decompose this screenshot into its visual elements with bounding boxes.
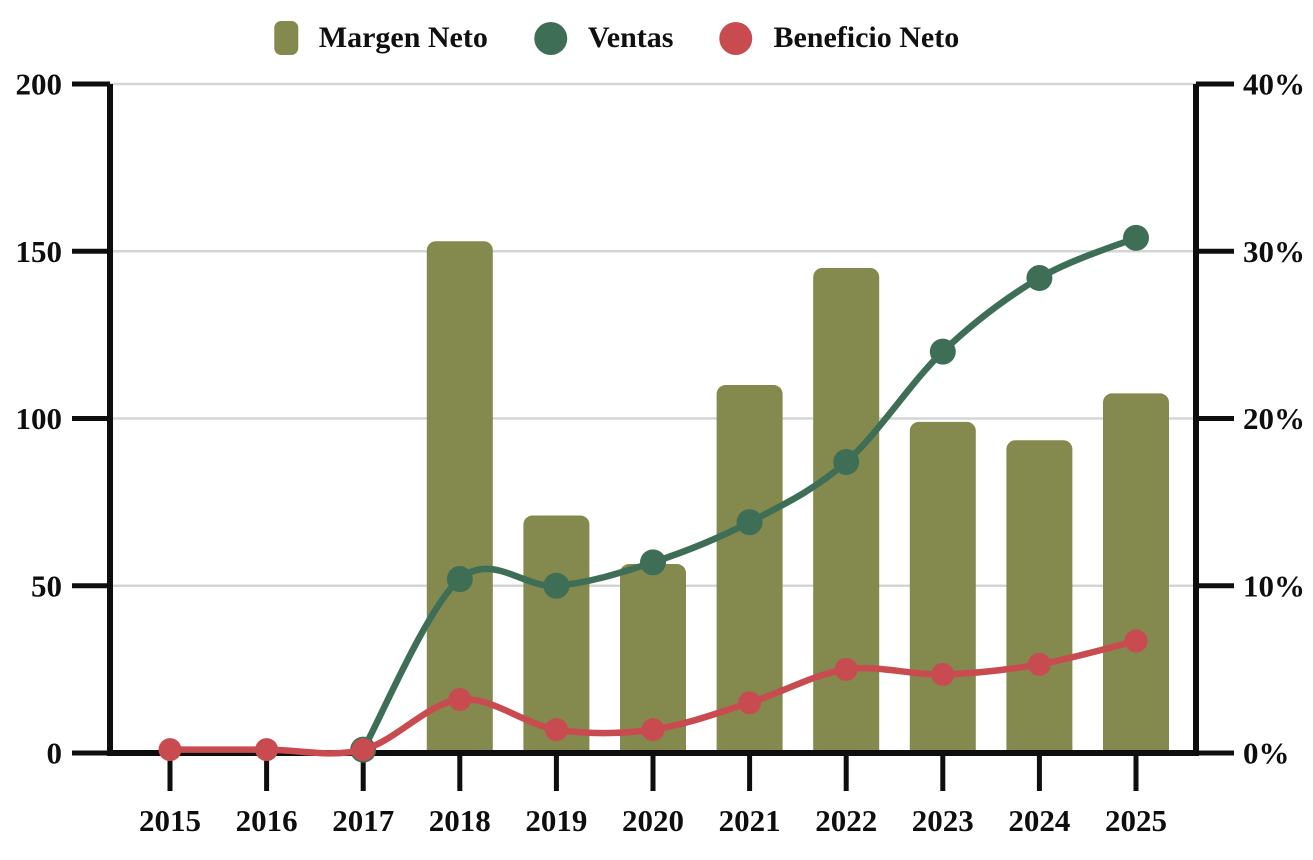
left-axis-label-150: 150 bbox=[16, 234, 63, 269]
bar-margen-neto-2025 bbox=[1103, 393, 1169, 753]
chart-legend: Margen Neto Ventas Beneficio Neto bbox=[273, 21, 959, 55]
x-axis-label-2024: 2024 bbox=[1008, 803, 1070, 838]
beneficio-neto-marker-2017 bbox=[351, 738, 375, 762]
x-axis-label-2016: 2016 bbox=[236, 803, 298, 838]
x-axis-label-2015: 2015 bbox=[139, 803, 201, 838]
left-axis-label-50: 50 bbox=[31, 568, 62, 603]
bar-margen-neto-2024 bbox=[1006, 440, 1073, 753]
bar-margen-neto-2023 bbox=[909, 421, 976, 753]
bar-margen-neto-2018 bbox=[426, 241, 493, 753]
ventas-marker-2022 bbox=[833, 448, 860, 475]
beneficio-neto-marker-2016 bbox=[255, 738, 279, 762]
bar-margen-neto-2022 bbox=[813, 267, 880, 753]
x-axis-label-2019: 2019 bbox=[525, 803, 587, 838]
ventas-marker-2020 bbox=[640, 549, 666, 576]
beneficio-neto-marker-2019 bbox=[544, 718, 568, 742]
legend-label-beneficio-neto: Beneficio Neto bbox=[773, 21, 960, 54]
right-axis-label-0: 0% bbox=[1243, 736, 1290, 771]
right-axis-label-10: 10% bbox=[1243, 568, 1305, 603]
beneficio-neto-marker-2021 bbox=[738, 691, 762, 715]
beneficio-neto-marker-2020 bbox=[641, 718, 665, 742]
beneficio-neto-dot-icon bbox=[719, 21, 753, 55]
x-axis-label-2020: 2020 bbox=[622, 803, 684, 838]
legend-item-margen-neto: Margen Neto bbox=[273, 21, 488, 55]
ventas-marker-2021 bbox=[736, 509, 763, 536]
margen-neto-swatch-icon bbox=[273, 21, 298, 55]
right-axis-label-20: 20% bbox=[1243, 401, 1305, 436]
beneficio-neto-marker-2025 bbox=[1124, 629, 1148, 653]
ventas-marker-2019 bbox=[543, 572, 570, 599]
ventas-dot-icon bbox=[533, 21, 567, 55]
bar-margen-neto-2021 bbox=[716, 385, 783, 753]
beneficio-neto-marker-2024 bbox=[1027, 652, 1051, 676]
bar-margen-neto-2019 bbox=[523, 515, 590, 753]
legend-item-beneficio-neto: Beneficio Neto bbox=[719, 21, 959, 55]
ventas-marker-2018 bbox=[446, 566, 473, 593]
x-axis-label-2022: 2022 bbox=[815, 803, 877, 838]
ventas-marker-2025 bbox=[1123, 224, 1149, 251]
right-axis-label-40: 40% bbox=[1243, 67, 1305, 102]
x-axis-label-2021: 2021 bbox=[719, 803, 781, 838]
ventas-marker-2024 bbox=[1026, 265, 1053, 292]
left-axis-label-0: 0 bbox=[47, 736, 63, 771]
x-axis-label-2023: 2023 bbox=[912, 803, 974, 838]
x-axis-label-2018: 2018 bbox=[429, 803, 491, 838]
ventas-marker-2023 bbox=[929, 338, 956, 365]
left-axis-label-100: 100 bbox=[16, 401, 63, 436]
beneficio-neto-marker-2023 bbox=[931, 662, 955, 686]
beneficio-neto-series bbox=[158, 629, 1148, 762]
x-axis-label-2017: 2017 bbox=[332, 803, 394, 838]
bars-group bbox=[426, 241, 1169, 753]
legend-item-ventas: Ventas bbox=[533, 21, 674, 55]
legend-label-margen-neto: Margen Neto bbox=[318, 21, 488, 54]
legend-label-ventas: Ventas bbox=[587, 21, 674, 54]
right-axis-label-30: 30% bbox=[1243, 234, 1305, 269]
beneficio-neto-marker-2022 bbox=[834, 657, 858, 681]
bar-margen-neto-2020 bbox=[620, 564, 686, 753]
left-axis-label-200: 200 bbox=[16, 67, 63, 102]
beneficio-neto-marker-2018 bbox=[448, 687, 472, 711]
beneficio-neto-marker-2015 bbox=[158, 738, 182, 762]
x-axis-label-2025: 2025 bbox=[1105, 803, 1167, 838]
